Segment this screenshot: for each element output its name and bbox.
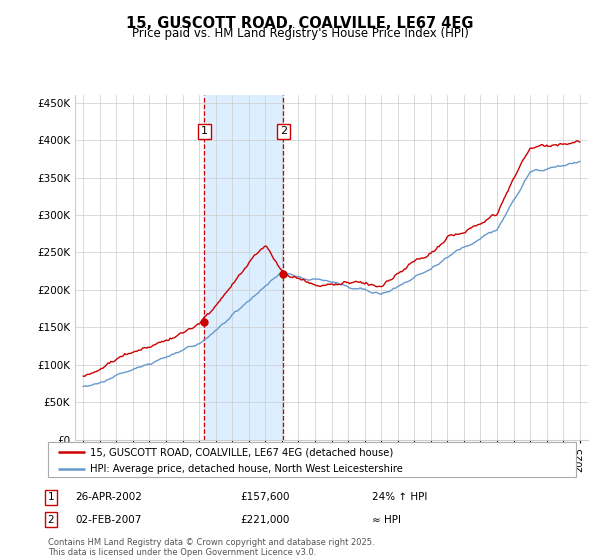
Text: £157,600: £157,600 <box>240 492 290 502</box>
Text: £221,000: £221,000 <box>240 515 289 525</box>
Text: HPI: Average price, detached house, North West Leicestershire: HPI: Average price, detached house, Nort… <box>90 464 403 474</box>
Text: 02-FEB-2007: 02-FEB-2007 <box>75 515 142 525</box>
Text: 15, GUSCOTT ROAD, COALVILLE, LE67 4EG: 15, GUSCOTT ROAD, COALVILLE, LE67 4EG <box>126 16 474 31</box>
Text: 24% ↑ HPI: 24% ↑ HPI <box>372 492 427 502</box>
Text: 26-APR-2002: 26-APR-2002 <box>75 492 142 502</box>
Text: 15, GUSCOTT ROAD, COALVILLE, LE67 4EG (detached house): 15, GUSCOTT ROAD, COALVILLE, LE67 4EG (d… <box>90 447 394 457</box>
Text: Contains HM Land Registry data © Crown copyright and database right 2025.
This d: Contains HM Land Registry data © Crown c… <box>48 538 374 557</box>
Text: Price paid vs. HM Land Registry's House Price Index (HPI): Price paid vs. HM Land Registry's House … <box>131 27 469 40</box>
Text: 1: 1 <box>47 492 55 502</box>
Text: 1: 1 <box>201 127 208 137</box>
FancyBboxPatch shape <box>48 442 576 477</box>
Text: ≈ HPI: ≈ HPI <box>372 515 401 525</box>
Bar <box>205 95 283 440</box>
Text: 2: 2 <box>47 515 55 525</box>
Text: 2: 2 <box>280 127 287 137</box>
